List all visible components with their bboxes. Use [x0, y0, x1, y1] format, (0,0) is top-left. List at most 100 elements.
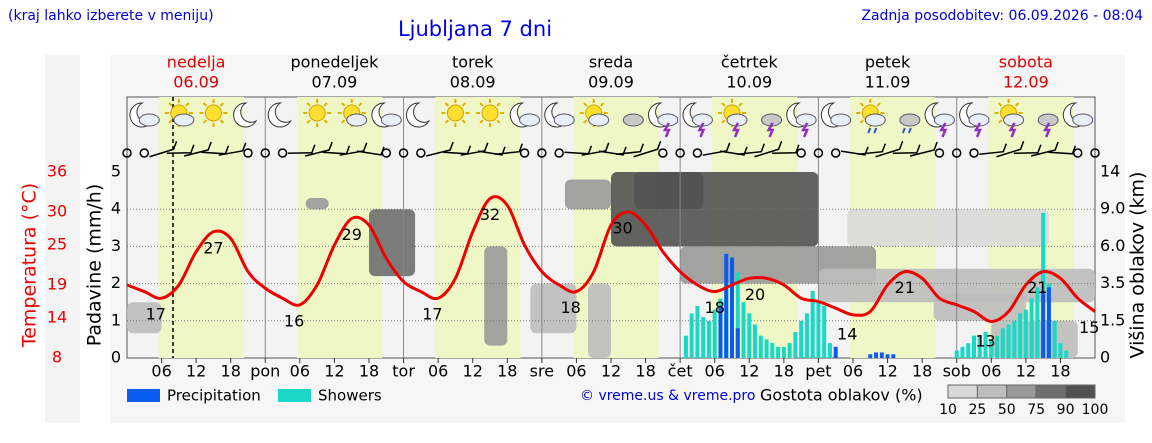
precip-bar [770, 343, 775, 358]
sun-icon [308, 104, 326, 122]
precip-bar [1000, 328, 1005, 358]
temp-label: 29 [342, 225, 362, 244]
precip-bar [689, 313, 694, 358]
wind-calm [934, 148, 945, 158]
cloud-icon [380, 113, 402, 127]
legend-label: Showers [318, 387, 382, 405]
wind-calm [398, 148, 409, 158]
lightning-icon [697, 122, 706, 138]
precip-bar [1006, 324, 1011, 358]
cloud-icon [346, 113, 368, 127]
precip-bar [885, 354, 890, 358]
wind-calm [1072, 148, 1083, 158]
precip-bar [1058, 343, 1063, 358]
wind-barb [304, 141, 333, 157]
y2-tick-label: 9.0 [1100, 199, 1125, 218]
wind-barb [909, 141, 938, 157]
day-date: 09.09 [588, 73, 634, 92]
sun-icon [446, 104, 464, 122]
y-tick-label: 2 [111, 273, 121, 292]
precip-bar [983, 331, 988, 358]
cloud-icon [622, 113, 644, 127]
precip-bar [868, 354, 873, 358]
temp-label: 16 [284, 311, 304, 330]
day-name: ponedeljek [290, 53, 379, 72]
x-tick-label: 18 [221, 362, 241, 381]
wind-calm [139, 148, 150, 158]
x-tick-label: 18 [497, 362, 517, 381]
temp-tick-label: 8 [52, 348, 62, 367]
x-tick-label: 12 [601, 362, 621, 381]
legend-swatch [278, 389, 311, 402]
temp-label: 32 [480, 205, 500, 224]
wind-calm [537, 148, 547, 158]
sun-ray [202, 119, 208, 124]
wind-barb [495, 143, 523, 156]
precip-bar [1023, 309, 1028, 358]
wind-barb [218, 142, 247, 156]
day-name: torek [452, 53, 494, 72]
lightning-icon [662, 122, 671, 138]
lightning-icon [1008, 122, 1017, 138]
y2-axis-title: Višina oblakov (km) [1127, 172, 1149, 359]
precip-bar [747, 313, 752, 358]
precip-bar [683, 335, 688, 358]
note: (kraj lahko izberete v meniju) [8, 8, 214, 24]
x-tick-label: 06 [981, 362, 1001, 381]
legend-label: Precipitation [167, 387, 261, 405]
x-tick-label: 18 [359, 362, 379, 381]
y2-tick-label: 1.5 [1100, 310, 1125, 329]
temp-label: 21 [895, 278, 915, 297]
wind-barb [719, 146, 748, 156]
colorbar-segment [947, 384, 978, 399]
wind-barb [979, 143, 1007, 156]
wind-calm [381, 148, 392, 158]
sun-ray [1014, 102, 1020, 107]
wind-barb [477, 146, 506, 156]
temp-label: 14 [837, 325, 857, 344]
wind-barb [581, 142, 610, 156]
x-tick-label: 06 [151, 362, 171, 381]
sun-ray [323, 119, 328, 124]
sun-ray [583, 102, 588, 107]
precip-bar [741, 302, 746, 358]
precip-bar [833, 346, 838, 358]
copyright: © vreme.us & vreme.pro [580, 388, 755, 404]
moon-icon [405, 102, 431, 128]
weather-icons [129, 99, 1094, 138]
temp-axis-band [45, 55, 80, 423]
x-tick-label: 06 [705, 362, 725, 381]
wind-calm [658, 148, 668, 158]
wind-barb [1048, 145, 1077, 155]
x-tick-label: 06 [566, 362, 586, 381]
lightning-icon [800, 122, 810, 138]
x-tick-label: 12 [463, 362, 483, 381]
wind-calm [675, 148, 685, 158]
y2-tick-label: 0 [1100, 348, 1110, 367]
precip-bar [1018, 313, 1023, 358]
y-tick-label: 5 [111, 162, 121, 181]
precip-bar [1012, 320, 1017, 358]
x-tick-label: 18 [774, 362, 794, 381]
cloud-icon [830, 113, 852, 127]
daylight-band [158, 97, 244, 358]
precip-bar [1041, 291, 1046, 358]
precip-bar [960, 346, 965, 358]
wind-calm [796, 148, 806, 158]
x-tick-label: čet [668, 362, 693, 381]
wind-calm [519, 148, 530, 158]
precip-bar [822, 305, 827, 358]
sun-ray [496, 102, 501, 107]
wind-calm [830, 148, 841, 158]
day-date: 07.09 [312, 73, 358, 92]
wind-calm [122, 148, 132, 158]
x-tick-label: pet [805, 362, 831, 381]
sun-ray [721, 102, 726, 107]
precip-bar [735, 328, 740, 358]
wind-barb [858, 143, 886, 156]
sun-ray [876, 102, 881, 107]
wind-calm [260, 148, 271, 158]
y2-tick-label: 6.0 [1100, 236, 1125, 255]
precip-bar [776, 346, 781, 358]
cloud-cell [305, 198, 329, 210]
